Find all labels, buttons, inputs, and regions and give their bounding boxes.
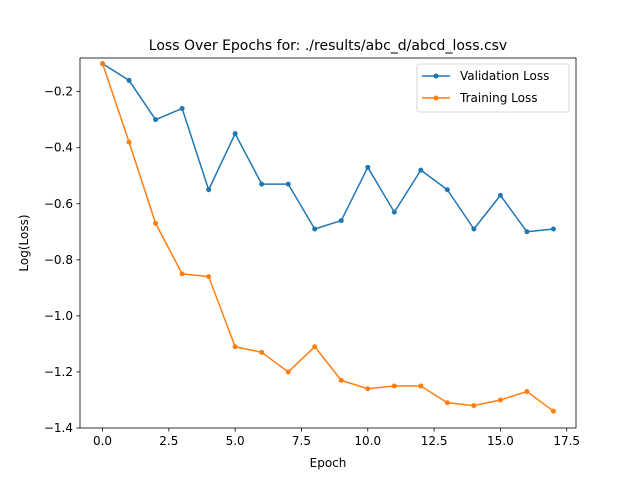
legend-validation-loss-label: Validation Loss [460,69,549,83]
legend-training-loss-marker [433,95,439,101]
x-axis-ticks: 0.0 2.5 5.0 7.5 10.0 12.5 15.0 17.5 [93,428,580,448]
validation-loss-point [232,131,238,137]
validation-loss-point [206,187,212,193]
training-loss-point [471,403,477,409]
validation-loss-point [391,209,397,215]
validation-loss-point [550,226,556,232]
validation-loss-point [338,218,344,224]
y-tick-label: −0.6 [44,197,73,211]
training-loss-point [179,271,185,277]
validation-loss-point [312,226,318,232]
validation-loss-point [153,117,159,123]
x-axis-label: Epoch [310,456,347,470]
plot-frame [79,57,577,429]
x-tick-label: 15.0 [487,434,514,448]
training-loss-point [338,377,344,383]
x-tick-label: 0.0 [93,434,112,448]
validation-loss-point [259,181,265,187]
validation-loss-point [285,181,291,187]
y-tick-label: −1.2 [44,365,73,379]
training-loss-point [497,397,503,403]
validation-loss-point [179,105,185,111]
legend: Validation Loss Training Loss [416,63,570,113]
y-tick-label: −0.8 [44,253,73,267]
y-tick-label: −1.4 [44,421,73,435]
training-loss-point [100,61,106,67]
chart-title: Loss Over Epochs for: ./results/abc_d/ab… [149,38,507,54]
validation-loss-point [471,226,477,232]
x-tick-label: 17.5 [553,434,580,448]
validation-loss-point [444,187,450,193]
x-tick-label: 10.0 [354,434,381,448]
y-tick-label: −0.4 [44,141,73,155]
training-loss-point [524,389,530,395]
legend-validation-loss-marker [433,73,439,79]
training-loss-point [444,400,450,406]
x-tick-label: 12.5 [421,434,448,448]
validation-loss-point [365,164,371,170]
training-loss-point [126,139,132,145]
validation-loss-point [497,192,503,198]
training-loss-point [365,386,371,392]
legend-frame [416,63,570,113]
x-tick-label: 7.5 [292,434,311,448]
validation-loss-line [102,62,554,233]
training-loss-point [550,408,556,414]
validation-loss-point [418,167,424,173]
training-loss-point [232,344,238,350]
training-loss-line [101,63,554,412]
x-tick-label: 2.5 [159,434,178,448]
legend-training-loss-label: Training Loss [459,91,537,105]
training-loss-point [391,383,397,389]
x-tick-label: 5.0 [226,434,245,448]
y-tick-label: −0.2 [44,85,73,99]
series-layer [100,61,556,414]
y-axis-ticks: −1.4 −1.2 −1.0 −0.8 −0.6 −0.4 −0.2 [44,85,80,435]
validation-loss-point [126,77,132,83]
y-axis-label: Log(Loss) [17,214,31,271]
training-loss-point [285,369,291,375]
training-loss-point [259,349,265,355]
training-loss-point [153,220,159,226]
y-tick-label: −1.0 [44,309,73,323]
training-loss-point [418,383,424,389]
validation-loss-point [524,229,530,235]
training-loss-point [206,274,212,280]
training-loss-point [312,344,318,350]
